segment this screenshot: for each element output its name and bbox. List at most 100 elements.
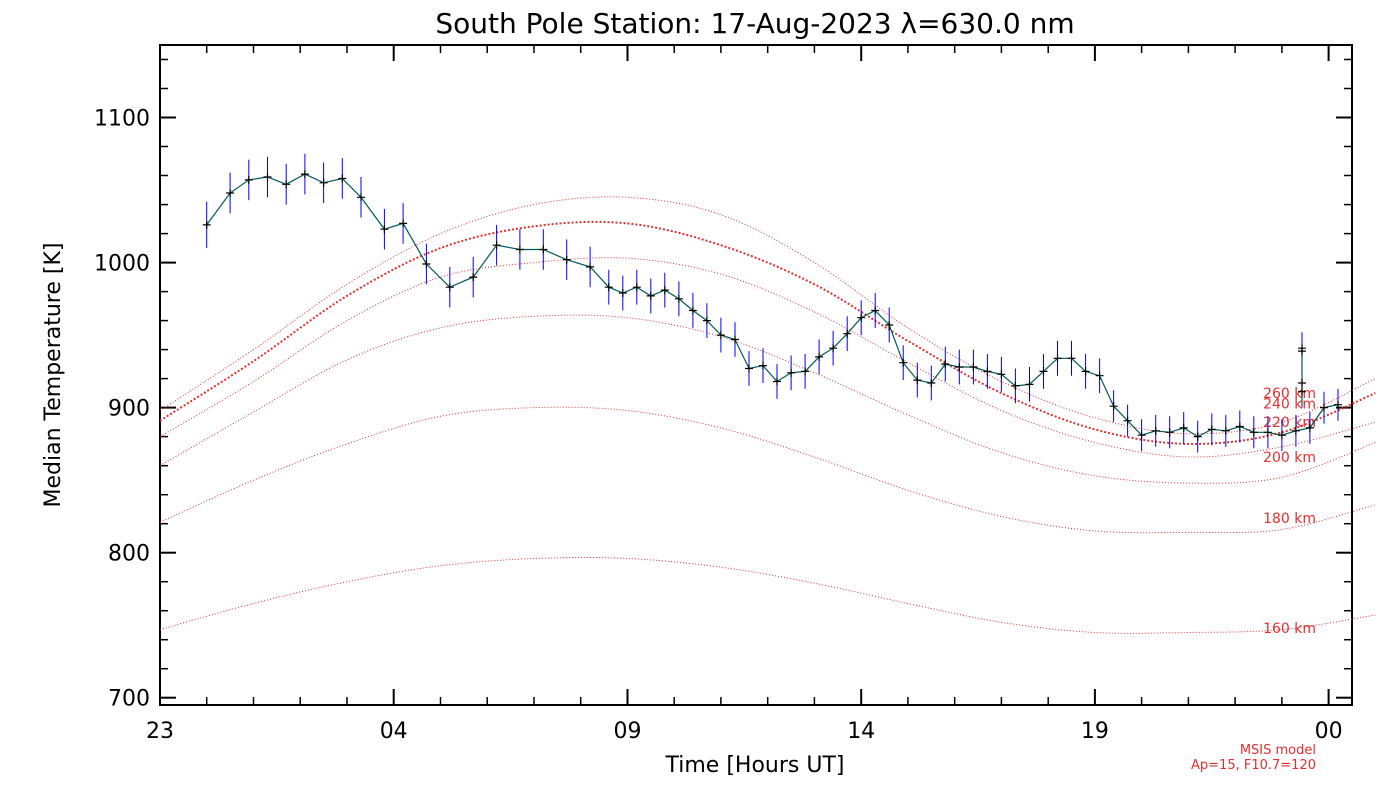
data-point-marker <box>815 352 824 361</box>
data-point-marker <box>1053 354 1062 363</box>
measured-series-line <box>206 173 1339 438</box>
data-point-marker <box>759 361 767 370</box>
data-point-marker <box>899 358 908 367</box>
data-point-marker <box>1137 431 1146 440</box>
data-point-marker <box>244 175 253 184</box>
model-name-note: MSIS model <box>1240 743 1316 758</box>
model-altitude-label: 200 km <box>1263 450 1316 466</box>
data-point-marker <box>829 344 838 353</box>
data-point-marker <box>632 283 641 292</box>
data-point-marker <box>716 331 725 340</box>
data-point-marker <box>1123 416 1132 425</box>
data-markers <box>202 170 1342 441</box>
model-curve-160-km <box>160 556 1376 634</box>
model-altitude-label: 240 km <box>1263 396 1316 412</box>
x-tick-label: 09 <box>614 719 642 744</box>
x-axis-label: Time [Hours UT] <box>665 753 845 778</box>
model-curves <box>160 196 1376 634</box>
data-point-marker <box>1039 367 1048 376</box>
data-point-marker <box>469 273 478 282</box>
data-point-marker <box>983 367 992 376</box>
data-point-marker <box>941 360 950 369</box>
x-tick-label: 00 <box>1315 719 1343 744</box>
plot-frame <box>159 44 1353 706</box>
model-curve-240-km <box>160 220 1376 445</box>
data-point-marker <box>1249 428 1258 437</box>
data-point-marker <box>913 376 922 385</box>
y-tick-labels: 700 800 900 1000 1100 <box>94 107 150 712</box>
data-point-marker <box>1277 431 1286 440</box>
data-point-marker <box>357 193 365 202</box>
data-point-marker <box>282 180 291 189</box>
data-point-marker <box>969 363 978 371</box>
data-point-marker <box>1179 423 1188 432</box>
data-point-marker <box>1193 432 1202 441</box>
model-curve-200-km <box>160 314 1376 484</box>
data-point-marker <box>1221 426 1230 435</box>
data-point-marker <box>745 364 753 373</box>
data-point-marker <box>1165 428 1174 437</box>
data-point-marker <box>997 370 1006 379</box>
data-point-marker <box>1320 403 1328 412</box>
data-point-marker <box>885 321 894 329</box>
data-point-marker <box>492 241 501 250</box>
y-axis-label: Median Temperature [K] <box>41 243 66 508</box>
data-point-marker <box>263 173 272 181</box>
y-tick-label: 1100 <box>94 107 150 132</box>
data-point-marker <box>660 286 669 295</box>
data-point-marker <box>773 377 781 386</box>
data-point-marker <box>202 220 211 229</box>
model-params-note: Ap=15, F10.7=120 <box>1191 758 1316 773</box>
axis-ticks <box>159 45 1352 705</box>
data-point-marker <box>539 245 548 254</box>
y-tick-label: 700 <box>108 687 150 712</box>
data-point-marker <box>702 316 711 325</box>
data-point-marker <box>1025 380 1034 389</box>
data-point-marker <box>871 306 880 315</box>
data-point-marker <box>857 313 866 322</box>
data-point-marker <box>399 219 408 228</box>
data-point-marker <box>445 283 454 292</box>
x-tick-label: 23 <box>146 719 174 744</box>
data-point-marker <box>1334 400 1342 409</box>
data-point-marker <box>300 170 309 179</box>
data-point-marker <box>843 329 852 338</box>
data-point-marker <box>927 379 936 387</box>
data-point-marker <box>226 189 235 197</box>
data-point-marker <box>1263 428 1272 437</box>
data-point-marker <box>731 335 739 344</box>
data-point-marker <box>515 245 524 254</box>
data-point-marker <box>1291 426 1300 435</box>
y-tick-label: 800 <box>108 542 150 567</box>
model-altitude-label: 260 km <box>1263 386 1316 402</box>
model-altitude-label: 180 km <box>1263 511 1316 527</box>
data-point-marker <box>1011 381 1020 390</box>
data-point-marker <box>955 363 964 371</box>
data-point-marker <box>1298 344 1306 353</box>
data-point-marker <box>422 260 431 268</box>
y-tick-label: 1000 <box>94 252 150 277</box>
data-point-marker <box>1298 387 1306 396</box>
data-point-marker <box>1235 422 1244 431</box>
error-bars <box>206 153 1339 453</box>
data-point-marker <box>338 174 347 183</box>
data-point-marker <box>646 291 655 300</box>
chart-title: South Pole Station: 17-Aug-2023 λ=630.0 … <box>435 7 1074 40</box>
y-tick-label: 900 <box>108 397 150 422</box>
data-point-marker <box>562 255 571 264</box>
data-point-marker <box>1151 426 1160 435</box>
data-point-marker <box>787 368 796 377</box>
data-point-marker <box>1305 423 1314 432</box>
data-point-marker <box>586 262 595 271</box>
model-altitude-label: 220 km <box>1263 415 1316 431</box>
data-point-marker <box>1207 425 1216 434</box>
x-tick-label: 19 <box>1081 719 1109 744</box>
data-point-marker <box>1067 354 1076 363</box>
x-tick-label: 04 <box>380 719 408 744</box>
data-point-marker <box>319 178 328 187</box>
data-point-marker <box>604 283 613 292</box>
data-point-marker <box>1109 402 1118 411</box>
data-point-marker <box>618 289 627 297</box>
